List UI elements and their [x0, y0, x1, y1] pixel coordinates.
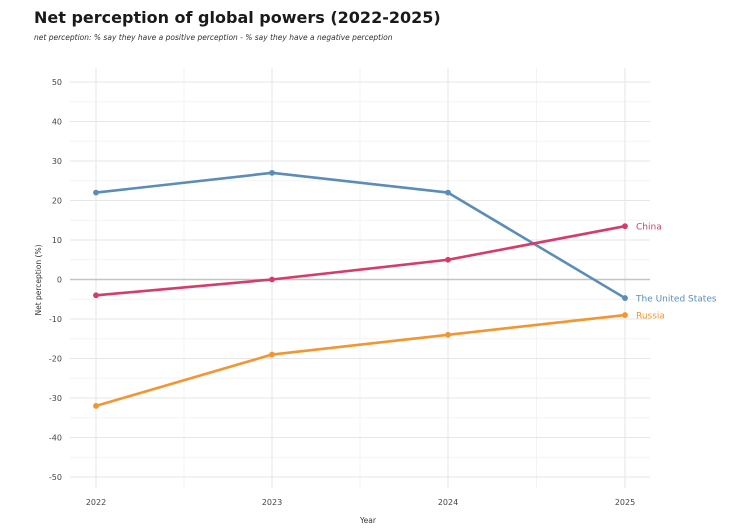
- y-tick-label: 20: [52, 197, 62, 206]
- x-tick-label: 2024: [438, 498, 458, 507]
- data-point-the-united-states: [445, 189, 451, 196]
- data-point-china: [269, 276, 275, 283]
- y-axis-label: Net perception (%): [34, 244, 43, 315]
- y-tick-label: 0: [57, 276, 62, 285]
- y-tick-label: 40: [52, 118, 62, 127]
- y-tick-label: -30: [49, 394, 62, 403]
- data-point-russia: [269, 351, 275, 358]
- data-point-china: [93, 292, 99, 299]
- grid-minor: [70, 68, 650, 488]
- series-label-china: China: [636, 223, 662, 233]
- x-tick-label: 2023: [262, 498, 282, 507]
- x-ticks: 2022 2023 2024 2025: [86, 498, 635, 507]
- data-point-russia: [445, 331, 451, 338]
- data-point-the-united-states: [622, 295, 628, 301]
- y-tick-label: 50: [52, 78, 62, 87]
- chart-title: Net perception of global powers (2022-20…: [34, 8, 441, 27]
- data-point-china: [445, 256, 451, 263]
- chart-subtitle: net perception: % say they have a positi…: [34, 33, 393, 42]
- series-line-the-united-states: [94, 171, 627, 300]
- y-tick-label: -20: [49, 355, 62, 364]
- x-axis-label: Year: [359, 516, 377, 525]
- data-point-the-united-states: [93, 189, 99, 196]
- series-lines: [94, 171, 627, 408]
- data-point-china: [622, 223, 628, 230]
- series-label-the-united-states: The United States: [635, 295, 717, 305]
- series-line-china: [94, 224, 627, 297]
- y-tick-label: -50: [49, 473, 62, 482]
- series-points: [93, 169, 628, 409]
- y-tick-label: 30: [52, 157, 62, 166]
- y-tick-label: -10: [49, 315, 62, 324]
- series-line-russia: [94, 313, 627, 408]
- y-tick-label: 10: [52, 236, 62, 245]
- y-tick-label: -40: [49, 434, 62, 443]
- data-point-russia: [622, 312, 628, 318]
- series-labels: The United States China Russia: [635, 223, 717, 322]
- y-ticks: -50 -40 -30 -20 -10 0 10 20 30 40 50: [49, 78, 62, 482]
- x-tick-label: 2022: [86, 498, 106, 507]
- series-label-russia: Russia: [636, 312, 665, 322]
- data-point-russia: [93, 403, 99, 409]
- data-point-the-united-states: [269, 169, 275, 176]
- x-tick-label: 2025: [615, 498, 635, 507]
